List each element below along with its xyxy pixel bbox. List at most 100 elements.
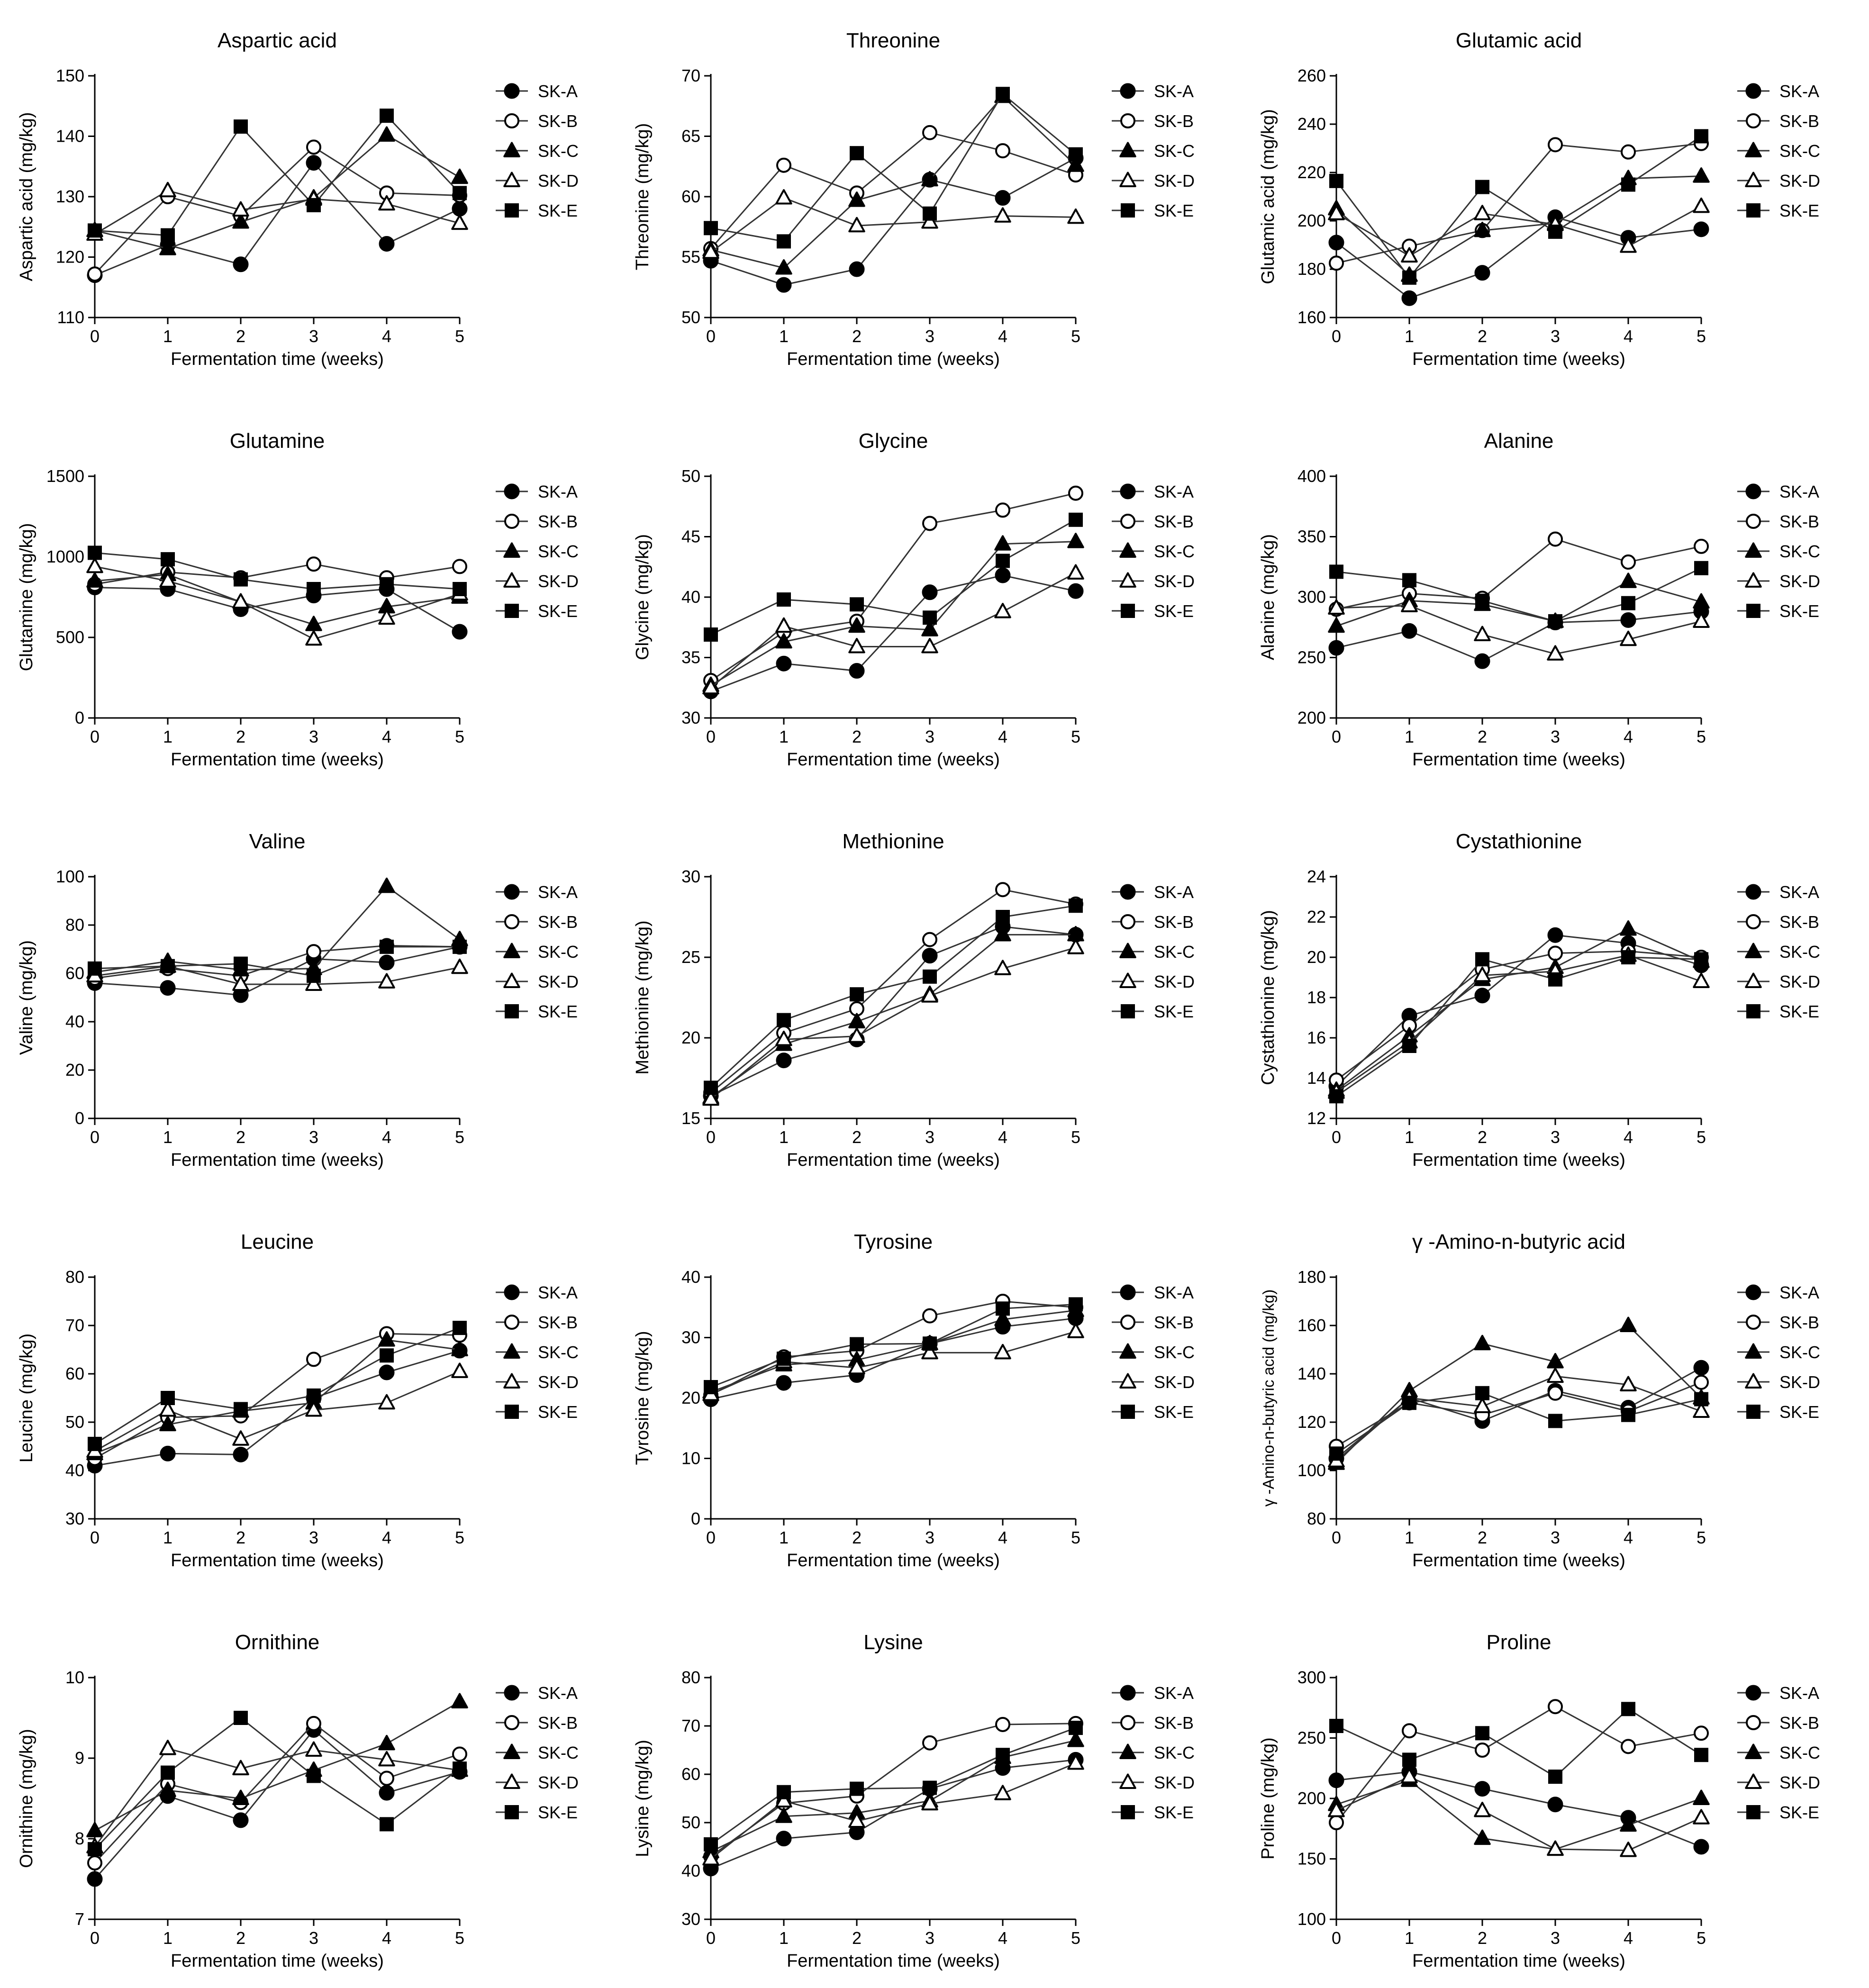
legend-label: SK-D <box>1154 171 1195 191</box>
series-sk-c <box>1328 572 1710 633</box>
data-point-sk-d <box>702 679 719 695</box>
legend-marker-sk-a <box>1745 1284 1761 1300</box>
x-tick-label: 2 <box>852 1928 862 1948</box>
y-tick-label: 55 <box>681 247 700 267</box>
data-point-sk-a <box>776 1375 792 1391</box>
legend-marker-sk-c <box>1745 142 1762 157</box>
x-tick-label: 1 <box>779 1928 789 1948</box>
legend-label: SK-A <box>1154 882 1194 902</box>
chart-proline: Proline 100 150 200 250 300 0 1 2 3 4 5 Fermentation… <box>1258 1631 1820 1971</box>
data-point-sk-d <box>775 1792 792 1808</box>
data-point-sk-d <box>775 1030 792 1046</box>
y-tick-label: 60 <box>681 1764 700 1784</box>
legend-marker-sk-c <box>503 943 520 958</box>
data-point-sk-c <box>159 1781 176 1797</box>
y-tick-label: 150 <box>1297 1849 1326 1869</box>
y-tick-label: 50 <box>681 1813 700 1832</box>
chart-title: Aspartic acid <box>218 29 337 52</box>
legend-marker-sk-b <box>1746 1315 1761 1330</box>
series-line-sk-d <box>1336 1776 1702 1852</box>
legend-label: SK-E <box>1779 601 1819 621</box>
x-tick-label: 5 <box>1697 327 1706 346</box>
chart-valine: Valine 0 20 40 60 80 100 0 1 2 3 4 5 Fermentation tim… <box>17 830 579 1170</box>
legend-label: SK-E <box>538 1002 578 1021</box>
legend-item-sk-b: SK-B <box>1737 111 1819 131</box>
legend-marker-sk-b <box>504 1715 519 1730</box>
legend-marker-sk-a <box>504 1685 520 1701</box>
data-point-sk-e <box>1475 593 1489 608</box>
data-point-sk-e <box>1621 1407 1635 1422</box>
data-point-sk-e <box>1548 614 1562 628</box>
series-line-sk-b <box>94 1722 460 1864</box>
legend-marker-sk-a <box>1120 83 1136 99</box>
legend-label: SK-B <box>1154 1713 1194 1733</box>
x-tick-label: 4 <box>998 1928 1007 1948</box>
data-point-sk-d <box>378 1394 395 1410</box>
x-tick-label: 5 <box>455 727 464 746</box>
y-tick-label: 50 <box>65 1412 84 1432</box>
data-point-sk-d <box>1547 1840 1564 1856</box>
x-axis-label: Fermentation time (weeks) <box>171 1150 384 1170</box>
legend-item-sk-e: SK-E <box>496 1803 578 1822</box>
series-sk-b <box>703 485 1083 688</box>
data-point-sk-e <box>234 956 248 971</box>
legend-marker-sk-b <box>1120 514 1135 529</box>
x-tick-label: 0 <box>1332 727 1341 746</box>
series-line-sk-a <box>710 157 1076 286</box>
data-point-sk-a <box>1547 927 1563 943</box>
legend-item-sk-b: SK-B <box>1737 512 1819 531</box>
data-point-sk-d <box>1067 1754 1084 1770</box>
x-tick-label: 3 <box>925 1528 934 1547</box>
x-tick-label: 1 <box>1405 327 1414 346</box>
series-line-sk-a <box>710 926 1076 1097</box>
x-tick-label: 3 <box>925 327 934 346</box>
legend-label: SK-E <box>1779 1002 1819 1021</box>
x-tick-label: 4 <box>382 1528 391 1547</box>
data-point-sk-d <box>1474 1802 1491 1817</box>
data-point-sk-e <box>704 627 718 642</box>
legend-item-sk-a: SK-A <box>1737 82 1819 101</box>
data-point-sk-c <box>1474 1334 1491 1351</box>
data-point-sk-e <box>234 1711 248 1725</box>
data-point-sk-b <box>1329 255 1344 271</box>
data-point-sk-d <box>232 975 249 991</box>
x-tick-label: 1 <box>1405 1127 1414 1147</box>
y-tick-label: 50 <box>681 466 700 486</box>
x-tick-label: 4 <box>998 327 1007 346</box>
x-tick-label: 4 <box>382 327 391 346</box>
x-tick-label: 5 <box>455 327 464 346</box>
legend-label: SK-B <box>1779 912 1819 932</box>
data-point-sk-e <box>234 1402 248 1416</box>
series-line-sk-b <box>1336 1381 1702 1447</box>
legend-label: SK-D <box>1154 1372 1195 1392</box>
legend-item-sk-b: SK-B <box>496 512 578 531</box>
y-tick-label: 300 <box>1297 1668 1326 1687</box>
series-line-sk-b <box>94 1333 460 1459</box>
legend-marker-sk-d <box>1745 1373 1762 1389</box>
y-tick-label: 20 <box>681 1028 700 1047</box>
y-tick-label: 260 <box>1297 66 1326 85</box>
x-tick-label: 3 <box>1551 1127 1560 1147</box>
series-sk-c <box>86 877 468 979</box>
series-sk-c <box>86 1331 468 1461</box>
legend-marker-sk-b <box>1120 1315 1135 1330</box>
data-point-sk-e <box>1475 952 1489 967</box>
x-tick-label: 1 <box>779 727 789 746</box>
y-tick-label: 20 <box>681 1388 700 1407</box>
series-sk-a <box>87 580 468 640</box>
x-tick-label: 3 <box>309 1528 318 1547</box>
y-axis-label: γ -Amino-n-butyric acid (mg/kg) <box>1260 1289 1277 1507</box>
x-tick-label: 0 <box>90 1528 100 1547</box>
x-tick-label: 3 <box>1551 1528 1560 1547</box>
data-point-sk-b <box>1621 554 1636 570</box>
y-tick-label: 1500 <box>46 466 84 486</box>
data-point-sk-d <box>848 217 865 233</box>
x-tick-label: 4 <box>1624 1528 1633 1547</box>
data-point-sk-e <box>88 1436 102 1451</box>
legend-item-sk-b: SK-B <box>496 912 578 932</box>
data-point-sk-c <box>378 1331 395 1347</box>
series-line-sk-a <box>94 1729 460 1879</box>
y-tick-label: 18 <box>1307 988 1326 1007</box>
data-point-sk-e <box>1329 564 1343 579</box>
